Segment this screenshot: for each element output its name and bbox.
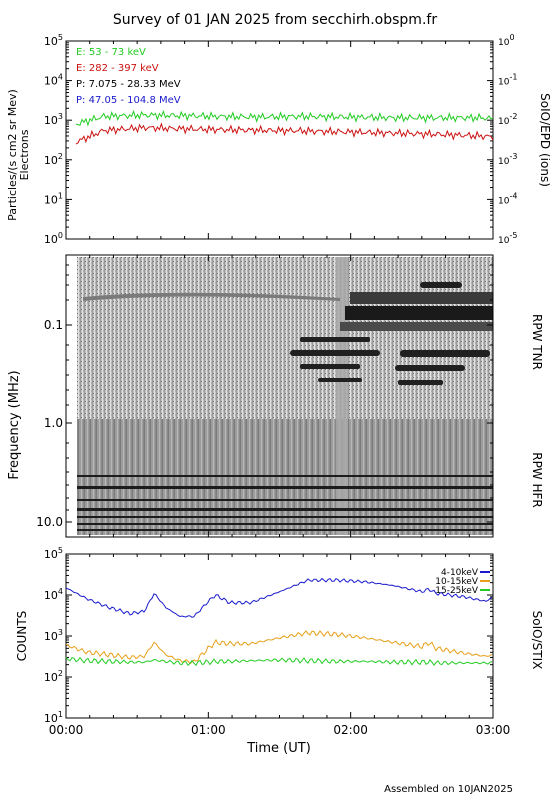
stix-legend-10-15: 10-15keV [435, 577, 479, 587]
epd-series-line [75, 122, 494, 145]
epd-legend-p2: P: 47.05 - 104.8 MeV [76, 95, 181, 106]
epd-series-line [75, 109, 494, 127]
x-tick-label: 02:00 [333, 723, 368, 737]
stix-legend: 4-10keV 10-15keV 15-25keV [435, 568, 490, 596]
x-tick-label: 03:00 [476, 723, 511, 737]
y-tick-label: 103 [44, 628, 63, 643]
right-y-tick-label: 10-1 [498, 73, 517, 88]
y-tick-label: 105 [44, 33, 63, 48]
y-tick-label: 101 [44, 191, 63, 206]
x-axis-label: Time (UT) [246, 741, 311, 756]
figure-title: Survey of 01 JAN 2025 from secchirh.obsp… [113, 12, 437, 28]
epd-lines [75, 109, 494, 145]
stix-right-label: SoIO/STIX [530, 611, 544, 670]
stix-ylabel: COUNTS [15, 611, 29, 662]
rpw-axes: 0.1 1.0 10.0 [36, 255, 494, 537]
hfr-horizontal-lines [77, 475, 493, 531]
right-y-tick-label: 10-4 [498, 191, 517, 206]
right-y-tick-label: 100 [498, 33, 515, 48]
stix-legend-4-10: 4-10keV [441, 568, 479, 578]
right-y-tick-label: 10-2 [498, 112, 517, 127]
epd-right-label: SoIO/EPD (ions) [538, 93, 550, 187]
stix-series-line [65, 656, 493, 667]
radio-burst-features [83, 282, 493, 385]
epd-plot-frame [65, 40, 494, 240]
epd-ylabel-line1: Particles/(s cm2 sr Mev) [6, 89, 19, 221]
y-tick-label: 10.0 [36, 515, 63, 529]
epd-axes: 100 101 102 103 104 105 10-5 10-4 10-3 10-2 10-1 10… [44, 33, 518, 246]
epd-panel: 100 101 102 103 104 105 10-5 10-4 10-3 10-2 10-1 10… [6, 33, 550, 246]
stix-axes: 101 102 103 104 105 00:00 01:00 02:00 03:00 [44, 546, 510, 737]
right-y-tick-label: 10-5 [498, 231, 517, 246]
y-tick-label: 105 [44, 546, 63, 561]
epd-ylabel-line2: Electrons [18, 129, 31, 180]
y-tick-label: 0.1 [44, 318, 63, 332]
rpw-panel: 0.1 1.0 10.0 Frequency (MHz) RPW TNR RPW H… [7, 254, 544, 538]
y-tick-label: 102 [44, 669, 63, 684]
stix-lines [65, 577, 493, 667]
rpw-ylabel: Frequency (MHz) [7, 370, 22, 479]
y-tick-label: 104 [44, 73, 63, 88]
stix-panel: 101 102 103 104 105 00:00 01:00 02:00 03:00 4-10… [15, 546, 544, 737]
stix-plot-frame [65, 553, 494, 719]
stix-legend-15-25: 15-25keV [435, 586, 479, 596]
y-tick-label: 102 [44, 152, 63, 167]
epd-legend-e1: E: 53 - 73 keV [76, 47, 146, 58]
right-y-tick-label: 10-3 [498, 152, 517, 167]
y-tick-label: 100 [44, 231, 63, 246]
epd-legend: E: 53 - 73 keV E: 282 - 397 keV P: 7.075… [76, 47, 181, 106]
y-tick-label: 103 [44, 112, 63, 127]
stix-series-line [65, 577, 493, 618]
epd-legend-p1: P: 7.075 - 28.33 MeV [76, 79, 181, 90]
x-tick-label: 01:00 [191, 723, 226, 737]
rpw-tnr-label: RPW TNR [530, 314, 544, 370]
assembled-footer: Assembled on 10JAN2025 [384, 784, 513, 795]
epd-legend-e2: E: 282 - 397 keV [76, 63, 159, 74]
x-tick-label: 00:00 [49, 723, 84, 737]
rpw-hfr-label: RPW HFR [530, 452, 544, 508]
stix-series-line [65, 630, 493, 665]
tnr-spectrogram [77, 257, 493, 419]
y-tick-label: 104 [44, 587, 63, 602]
y-tick-label: 101 [44, 710, 63, 725]
y-tick-label: 1.0 [44, 416, 63, 430]
